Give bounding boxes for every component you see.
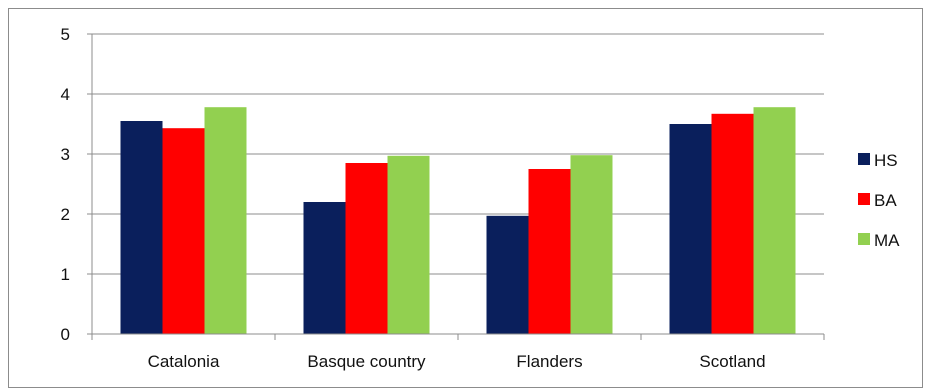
x-tick-label: Catalonia [148, 352, 220, 371]
y-axis: 0 1 2 3 4 5 [61, 25, 93, 344]
legend: HS BA MA [858, 151, 900, 250]
bar-hs-flanders [486, 215, 529, 334]
bar-ba-basque-country [345, 163, 388, 334]
bars [120, 107, 796, 334]
y-tick-label: 3 [61, 145, 70, 164]
legend-label-ba: BA [874, 191, 897, 210]
x-tick-label: Flanders [516, 352, 582, 371]
y-tick-label: 0 [61, 325, 70, 344]
x-tick-label: Basque country [307, 352, 426, 371]
legend-label-hs: HS [874, 151, 898, 170]
legend-swatch-ba [858, 193, 870, 205]
legend-label-ma: MA [874, 231, 900, 250]
bar-hs-basque-country [303, 202, 346, 334]
y-tick-label: 2 [61, 205, 70, 224]
bar-ba-catalonia [162, 128, 205, 334]
y-tick-label: 1 [61, 265, 70, 284]
bar-ma-basque-country [387, 155, 430, 334]
bar-ba-scotland [711, 113, 754, 334]
bar-ma-catalonia [204, 107, 247, 334]
legend-swatch-hs [858, 153, 870, 165]
bar-hs-scotland [669, 124, 712, 334]
bar-ba-flanders [528, 169, 571, 334]
bar-ma-flanders [570, 155, 613, 334]
bar-hs-catalonia [120, 121, 163, 334]
y-tick-label: 4 [61, 85, 70, 104]
x-axis: Catalonia Basque country Flanders Scotland [91, 333, 825, 371]
bar-ma-scotland [753, 107, 796, 334]
legend-swatch-ma [858, 233, 870, 245]
x-tick-label: Scotland [699, 352, 765, 371]
y-tick-label: 5 [61, 25, 70, 44]
